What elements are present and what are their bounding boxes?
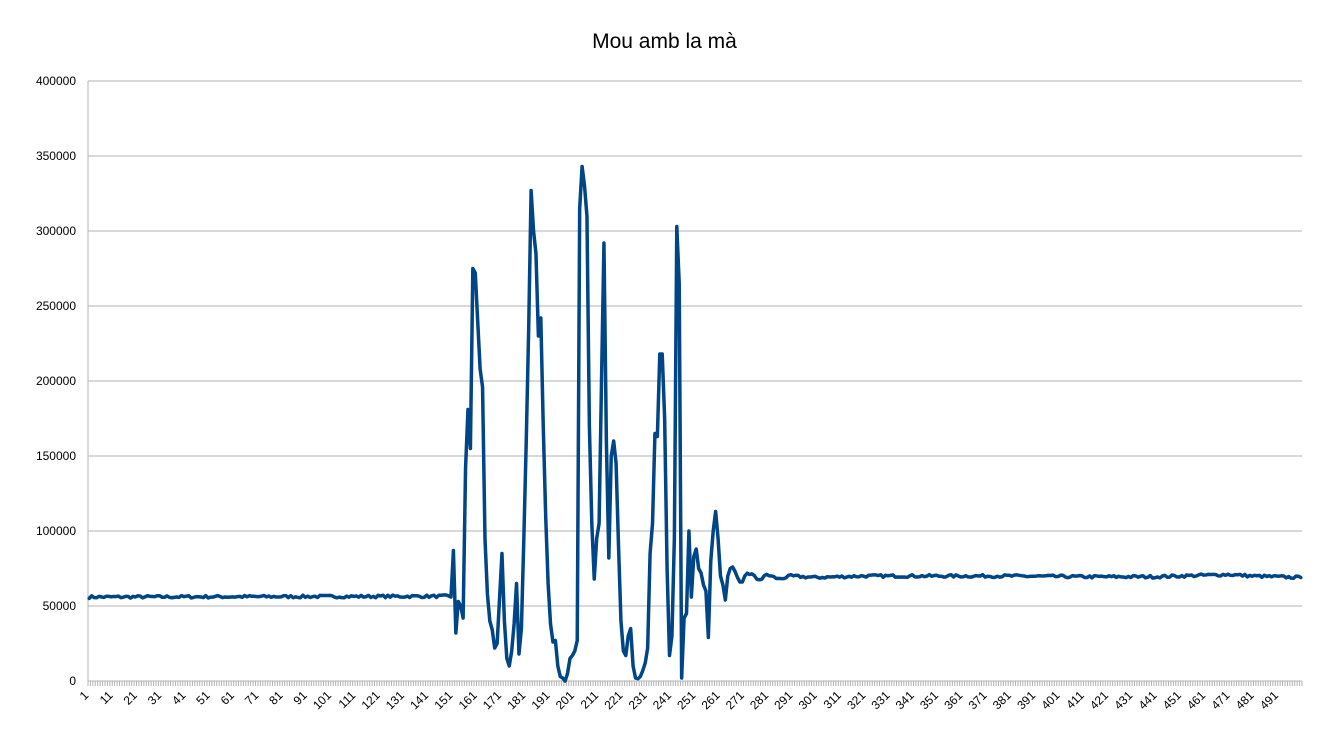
x-tick-label: 71 [242, 688, 262, 708]
x-tick-label: 131 [383, 688, 407, 712]
x-tick-label: 151 [431, 688, 455, 712]
x-tick-label: 371 [966, 688, 990, 712]
x-tick-label: 61 [218, 688, 238, 708]
x-tick-label: 391 [1014, 688, 1038, 712]
x-tick-label: 81 [266, 688, 286, 708]
y-tick-label: 150000 [36, 449, 76, 463]
x-tick-label: 241 [650, 688, 674, 712]
x-tick-label: 11 [97, 688, 116, 707]
x-tick-label: 231 [626, 688, 650, 712]
x-tick-label: 21 [121, 688, 141, 708]
x-tick-label: 91 [291, 688, 311, 708]
x-tick-label: 311 [821, 688, 845, 712]
y-tick-label: 250000 [36, 299, 76, 313]
x-tick-label: 161 [456, 688, 480, 712]
x-tick-label: 171 [480, 688, 504, 712]
x-tick-label: 481 [1233, 688, 1257, 712]
x-tick-label: 441 [1136, 688, 1160, 712]
x-tick-label: 211 [578, 688, 602, 712]
x-tick-label: 111 [336, 688, 359, 711]
series-line [87, 164, 1303, 683]
x-tick-label: 181 [504, 688, 528, 712]
x-tick-label: 101 [310, 688, 334, 712]
x-tick-label: 191 [529, 688, 553, 712]
x-tick-label: 351 [917, 688, 941, 712]
x-tick-label: 201 [553, 688, 577, 712]
x-tick-label: 321 [844, 688, 868, 712]
y-tick-label: 400000 [36, 74, 76, 88]
x-tick-label: 421 [1087, 688, 1111, 712]
x-tick-label: 281 [747, 688, 771, 712]
y-tick-label: 0 [69, 674, 76, 688]
y-tick-label: 300000 [36, 224, 76, 238]
x-tick-label: 1 [77, 688, 92, 703]
chart-title: Mou amb la mà [592, 30, 737, 53]
x-tick-label: 261 [699, 688, 723, 712]
y-tick-label: 100000 [36, 524, 76, 538]
x-tick-label: 331 [869, 688, 893, 712]
x-tick-label: 341 [893, 688, 917, 712]
x-tick-label: 381 [990, 688, 1014, 712]
x-tick-label: 221 [601, 688, 625, 712]
x-tick-label: 491 [1257, 688, 1281, 712]
y-tick-label: 350000 [36, 149, 76, 163]
x-tick-label: 411 [1063, 688, 1087, 712]
x-tick-label: 251 [674, 688, 698, 712]
x-tick-label: 461 [1184, 688, 1208, 712]
x-tick-label: 471 [1208, 688, 1232, 712]
x-tick-label: 141 [407, 688, 431, 712]
x-tick-marks [87, 681, 1303, 686]
x-tick-label: 41 [169, 688, 189, 708]
x-tick-label: 121 [359, 688, 383, 712]
x-tick-label: 451 [1160, 688, 1184, 712]
x-tick-label: 291 [771, 688, 795, 712]
y-tick-label: 50000 [43, 599, 77, 613]
x-tick-label: 401 [1038, 688, 1062, 712]
x-tick-label: 301 [796, 688, 820, 712]
x-tick-label: 431 [1111, 688, 1135, 712]
y-tick-label: 200000 [36, 374, 76, 388]
x-tick-label: 361 [941, 688, 965, 712]
x-tick-label: 31 [145, 688, 165, 708]
x-tick-label: 51 [193, 688, 213, 708]
x-tick-label: 271 [723, 688, 747, 712]
